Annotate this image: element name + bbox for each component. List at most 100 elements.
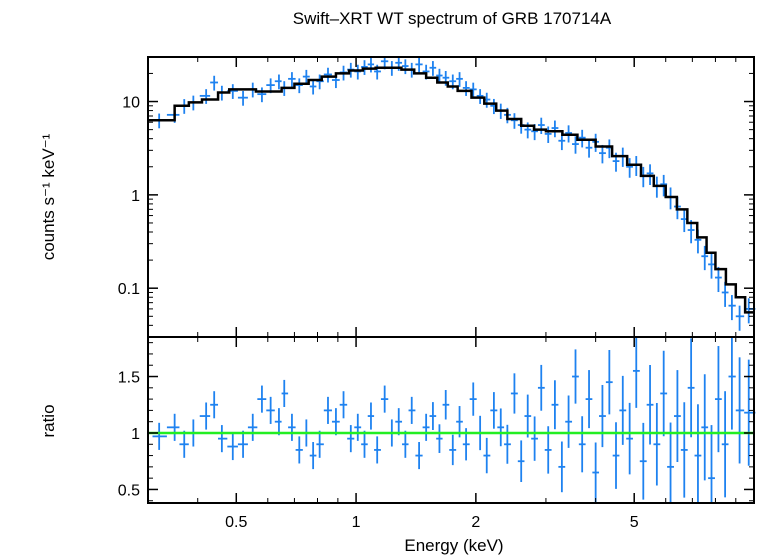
spectrum-data-point xyxy=(257,87,267,103)
ratio-y-tick-label: 0.5 xyxy=(118,482,140,499)
ratio-data-point xyxy=(524,394,532,438)
spectrum-data-point xyxy=(510,113,518,129)
ratio-data-point xyxy=(490,392,498,429)
spectrum-data-point xyxy=(585,139,593,158)
spectrum-data-point xyxy=(302,69,310,85)
ratio-data-point xyxy=(316,430,324,458)
ratio-data-point xyxy=(415,442,423,470)
ratio-data-point xyxy=(504,424,511,464)
ratio-data-point xyxy=(660,350,668,437)
ratio-data-point xyxy=(585,370,593,429)
x-tick-label: 1 xyxy=(352,514,361,531)
ratio-data-point xyxy=(281,379,289,408)
ratio-data-point xyxy=(646,364,654,445)
ratio-data-point xyxy=(735,357,745,464)
ratio-data-point xyxy=(218,425,228,453)
ratio-data-point xyxy=(673,370,681,463)
spectrum-plot-area xyxy=(148,57,756,331)
ratio-data-point xyxy=(266,396,275,424)
spectrum-data-point xyxy=(323,67,332,83)
spectrum-frame xyxy=(147,56,755,338)
ratio-data-point xyxy=(402,430,409,458)
ratio-data-point xyxy=(687,338,695,438)
ratio-data-point xyxy=(639,422,647,500)
figure-title: Swift–XRT WT spectrum of GRB 170714A xyxy=(293,9,612,28)
ratio-data-point xyxy=(331,408,340,436)
ratio-data-point xyxy=(354,413,362,441)
spectrum-data-point xyxy=(237,90,248,106)
ratio-data-point xyxy=(708,425,715,503)
spectrum-y-tick-label: 0.1 xyxy=(118,281,140,298)
ratio-data-point xyxy=(483,437,491,474)
spectrum-data-point xyxy=(295,78,303,94)
ratio-data-point xyxy=(565,395,573,448)
spectrum-data-point xyxy=(210,75,219,91)
ratio-data-point xyxy=(436,424,443,453)
ratio-data-point xyxy=(210,391,219,419)
ratio-data-point xyxy=(531,416,538,461)
ratio-data-point xyxy=(714,346,722,453)
ratio-data-point xyxy=(605,349,613,415)
ratio-data-point xyxy=(361,430,368,458)
spectrum-data-point xyxy=(551,120,559,138)
x-axis-label: Energy (keV) xyxy=(404,536,503,555)
spectrum-data-point xyxy=(288,72,296,87)
spectrum-data-point xyxy=(456,72,463,87)
spectrum-data-point xyxy=(367,57,375,73)
ratio-data-point xyxy=(442,390,450,420)
spectrum-data-point xyxy=(537,117,545,134)
spectrum-data-point xyxy=(436,68,443,84)
spectrum-y-axis-label: counts s⁻¹ keV⁻¹ xyxy=(39,133,58,260)
ratio-data-point xyxy=(632,337,640,408)
spectrum-y-tick-label: 1 xyxy=(131,188,140,205)
ratio-y-axis: 0.5 1 1.5 xyxy=(118,342,754,502)
ratio-data-point xyxy=(380,385,389,413)
spectrum-data-point xyxy=(415,57,423,73)
spectrum-data-point xyxy=(199,89,211,104)
ratio-data-point xyxy=(257,385,267,413)
ratio-data-point xyxy=(199,402,211,430)
ratio-data-point xyxy=(721,391,729,498)
spectrum-y-tick-label: 10 xyxy=(122,95,140,112)
ratio-data-point xyxy=(572,349,579,404)
ratio-data-point xyxy=(599,384,606,448)
ratio-data-point xyxy=(247,413,258,441)
ratio-data-point xyxy=(537,364,545,411)
spectrum-data-point xyxy=(721,281,729,307)
spectrum-data-point xyxy=(274,74,282,90)
ratio-data-point xyxy=(558,441,566,493)
spectrum-y-axis: 0.1 1 10 xyxy=(118,72,754,326)
ratio-data-point xyxy=(422,413,430,441)
spectrum-data-point xyxy=(599,144,606,164)
spectrum-data-point xyxy=(402,59,409,75)
x-tick-label: 0.5 xyxy=(225,514,247,531)
spectrum-data-point xyxy=(544,126,552,143)
ratio-data-point xyxy=(680,402,688,498)
ratio-data-point xyxy=(166,413,180,441)
ratio-data-point xyxy=(578,416,586,473)
ratio-data-point xyxy=(274,408,282,436)
ratio-data-point xyxy=(592,442,600,503)
energy-x-axis: 0.5 1 2 5 xyxy=(197,57,737,531)
spectrum-data-point xyxy=(714,266,722,293)
x-tick-label: 2 xyxy=(471,514,480,531)
spectrum-data-point xyxy=(309,79,317,95)
ratio-data-point xyxy=(227,432,238,461)
ratio-data-point xyxy=(701,374,709,481)
ratio-data-point xyxy=(295,436,303,464)
ratio-data-point xyxy=(323,396,332,424)
ratio-data-point xyxy=(395,408,403,436)
ratio-data-point xyxy=(367,402,375,430)
ratio-data-point xyxy=(288,413,296,441)
ratio-data-point xyxy=(347,425,355,453)
ratio-data-point xyxy=(309,442,317,470)
spectrum-data-point xyxy=(626,158,633,178)
spectrum-panel: 0.1 1 10 counts s⁻¹ keV⁻¹ xyxy=(39,56,756,338)
ratio-data-point xyxy=(510,373,518,414)
ratio-data-point xyxy=(429,402,437,430)
spectrum-data-point xyxy=(572,136,579,154)
ratio-data-point xyxy=(152,422,167,450)
ratio-data-point xyxy=(551,380,559,430)
ratio-data-point xyxy=(469,382,477,416)
